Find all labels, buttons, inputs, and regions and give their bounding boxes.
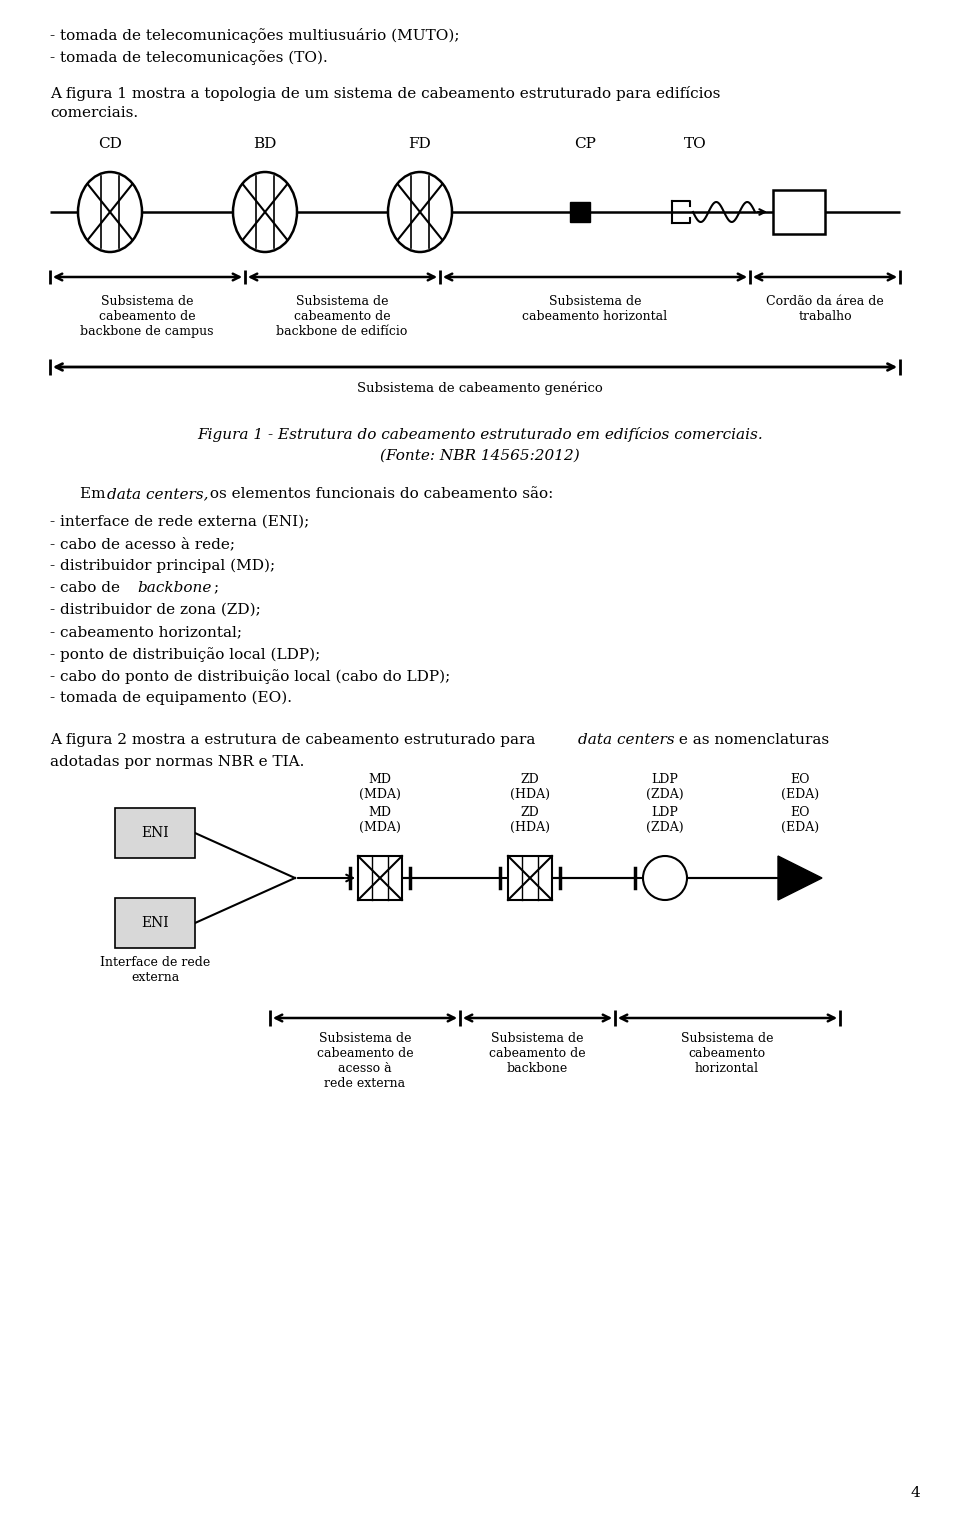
Text: EO
(EDA): EO (EDA) (780, 806, 819, 834)
Text: adotadas por normas NBR e TIA.: adotadas por normas NBR e TIA. (50, 754, 304, 770)
Text: 4: 4 (910, 1486, 920, 1499)
Bar (115, 808, 195, 858)
Text: Subsistema de
cabeamento de
backbone: Subsistema de cabeamento de backbone (489, 1033, 586, 1076)
Text: - tomada de telecomunicações (TO).: - tomada de telecomunicações (TO). (50, 50, 327, 64)
Text: e as nomenclaturas: e as nomenclaturas (674, 733, 829, 747)
Text: EO
(EDA): EO (EDA) (780, 773, 819, 802)
Text: backbone: backbone (137, 581, 211, 595)
Bar (570, 202, 590, 222)
Text: Figura 1 - Estrutura do cabeamento estruturado em edifícios comerciais.: Figura 1 - Estrutura do cabeamento estru… (197, 427, 763, 442)
Text: - cabeamento horizontal;: - cabeamento horizontal; (50, 624, 242, 640)
Text: ENI: ENI (141, 826, 169, 840)
Text: data centers,: data centers, (107, 487, 208, 500)
Text: ZD
(HDA): ZD (HDA) (510, 806, 550, 834)
Text: FD: FD (409, 138, 431, 151)
Bar (358, 855, 402, 900)
Text: - distribuidor principal (MD);: - distribuidor principal (MD); (50, 558, 276, 574)
Text: A figura 1 mostra a topologia de um sistema de cabeamento estruturado para edifí: A figura 1 mostra a topologia de um sist… (50, 86, 720, 101)
Text: Subsistema de cabeamento genérico: Subsistema de cabeamento genérico (357, 381, 603, 395)
Text: CP: CP (574, 138, 596, 151)
Text: LDP
(ZDA): LDP (ZDA) (646, 773, 684, 802)
Text: Subsistema de
cabeamento
horizontal: Subsistema de cabeamento horizontal (681, 1033, 773, 1076)
Bar (508, 855, 552, 900)
Text: - tomada de equipamento (EO).: - tomada de equipamento (EO). (50, 692, 292, 705)
Text: MD
(MDA): MD (MDA) (359, 806, 401, 834)
Text: TO: TO (684, 138, 707, 151)
Text: LDP
(ZDA): LDP (ZDA) (646, 806, 684, 834)
Bar (773, 190, 825, 234)
Text: - distribuidor de zona (ZD);: - distribuidor de zona (ZD); (50, 603, 261, 617)
Text: BD: BD (253, 138, 276, 151)
Text: TE: TE (787, 205, 810, 219)
Text: Subsistema de
cabeamento horizontal: Subsistema de cabeamento horizontal (522, 295, 667, 323)
Ellipse shape (388, 171, 452, 252)
Text: - cabo de acesso à rede;: - cabo de acesso à rede; (50, 537, 235, 551)
Text: CD: CD (98, 138, 122, 151)
Text: os elementos funcionais do cabeamento são:: os elementos funcionais do cabeamento sã… (205, 487, 553, 500)
Text: ;: ; (213, 581, 218, 595)
Text: - interface de rede externa (ENI);: - interface de rede externa (ENI); (50, 516, 309, 529)
Text: A figura 2 mostra a estrutura de cabeamento estruturado para: A figura 2 mostra a estrutura de cabeame… (50, 733, 540, 747)
Text: data centers: data centers (578, 733, 675, 747)
Text: - cabo do ponto de distribuição local (cabo do LDP);: - cabo do ponto de distribuição local (c… (50, 669, 450, 684)
Bar (115, 898, 195, 949)
Ellipse shape (233, 171, 297, 252)
Text: comerciais.: comerciais. (50, 106, 138, 119)
Text: - cabo de: - cabo de (50, 581, 125, 595)
Text: MD
(MDA): MD (MDA) (359, 773, 401, 802)
Text: Interface de rede
externa: Interface de rede externa (100, 956, 210, 984)
Text: Subsistema de
cabeamento de
acesso à
rede externa: Subsistema de cabeamento de acesso à red… (317, 1033, 414, 1089)
Text: - tomada de telecomunicações multiusuário (MUTO);: - tomada de telecomunicações multiusuári… (50, 28, 460, 43)
Text: Em: Em (80, 487, 110, 500)
Text: Subsistema de
cabeamento de
backbone de campus: Subsistema de cabeamento de backbone de … (81, 295, 214, 338)
Text: (Fonte: NBR 14565:2012): (Fonte: NBR 14565:2012) (380, 448, 580, 464)
Polygon shape (778, 855, 822, 900)
Ellipse shape (78, 171, 142, 252)
Circle shape (643, 855, 687, 900)
Text: ENI: ENI (141, 916, 169, 930)
Text: - ponto de distribuição local (LDP);: - ponto de distribuição local (LDP); (50, 647, 321, 662)
Text: Cordão da área de
trabalho: Cordão da área de trabalho (766, 295, 884, 323)
Text: Subsistema de
cabeamento de
backbone de edifício: Subsistema de cabeamento de backbone de … (276, 295, 408, 338)
Text: ZD
(HDA): ZD (HDA) (510, 773, 550, 802)
